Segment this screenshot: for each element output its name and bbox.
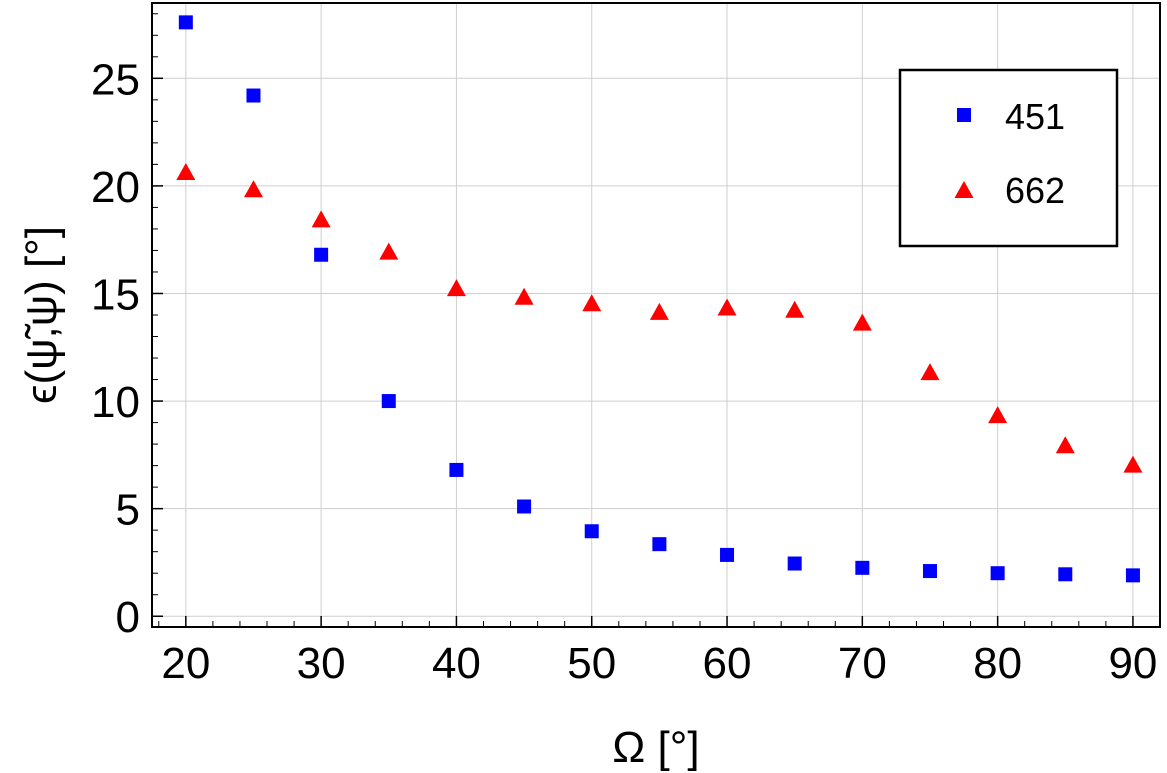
point-451 bbox=[517, 499, 532, 514]
point-662 bbox=[1055, 436, 1075, 454]
point-451 bbox=[855, 560, 870, 575]
point-662 bbox=[852, 313, 872, 331]
point-662 bbox=[988, 406, 1008, 424]
y-axis-label: ϵ(ψ̃,ψ) [°] bbox=[17, 226, 66, 404]
point-451 bbox=[381, 394, 396, 409]
point-662 bbox=[717, 298, 737, 316]
y-tick-label: 20 bbox=[91, 163, 140, 212]
axis-ticks bbox=[152, 13, 1161, 627]
point-662 bbox=[649, 302, 669, 320]
point-451 bbox=[449, 462, 464, 477]
point-451 bbox=[178, 15, 193, 30]
legend-marker-square bbox=[957, 108, 971, 122]
y-tick-label: 25 bbox=[91, 55, 140, 104]
x-axis-label: Ω [°] bbox=[612, 723, 699, 772]
x-tick-label: 30 bbox=[297, 639, 346, 688]
point-662 bbox=[920, 363, 940, 381]
x-tick-label: 40 bbox=[432, 639, 481, 688]
point-662 bbox=[1123, 455, 1143, 473]
y-tick-label: 10 bbox=[91, 378, 140, 427]
y-tick-label: 5 bbox=[116, 486, 140, 535]
point-451 bbox=[652, 537, 667, 552]
point-662 bbox=[514, 287, 534, 305]
point-662 bbox=[582, 294, 602, 312]
point-662 bbox=[379, 242, 399, 260]
legend-entry-451: 451 bbox=[957, 96, 1065, 137]
point-451 bbox=[246, 88, 261, 103]
legend-marker-triangle bbox=[954, 181, 974, 198]
point-451 bbox=[990, 566, 1005, 581]
legend-label-662: 662 bbox=[1005, 170, 1065, 211]
legend: 451 662 bbox=[898, 68, 1119, 248]
legend-entry-662: 662 bbox=[954, 170, 1065, 211]
point-662 bbox=[311, 210, 331, 228]
point-662 bbox=[785, 300, 805, 318]
x-tick-label: 60 bbox=[703, 639, 752, 688]
x-tick-label: 20 bbox=[161, 639, 210, 688]
legend-box bbox=[898, 68, 1119, 248]
data-points bbox=[176, 15, 1143, 583]
point-662 bbox=[176, 162, 196, 180]
point-662 bbox=[243, 180, 263, 198]
legend-label-451: 451 bbox=[1005, 96, 1065, 137]
point-451 bbox=[1058, 567, 1073, 582]
y-tick-label: 0 bbox=[116, 593, 140, 642]
point-662 bbox=[446, 279, 466, 297]
tick-labels: 20 30 40 50 60 70 80 90 0 5 10 15 20 25 bbox=[91, 55, 1157, 688]
point-451 bbox=[787, 556, 802, 571]
x-tick-label: 70 bbox=[838, 639, 887, 688]
point-451 bbox=[720, 547, 735, 562]
point-451 bbox=[922, 564, 937, 579]
y-tick-label: 15 bbox=[91, 270, 140, 319]
x-tick-label: 90 bbox=[1108, 639, 1157, 688]
point-451 bbox=[314, 247, 329, 262]
x-tick-label: 50 bbox=[567, 639, 616, 688]
point-451 bbox=[1125, 568, 1140, 583]
x-tick-label: 80 bbox=[973, 639, 1022, 688]
point-451 bbox=[584, 524, 599, 539]
